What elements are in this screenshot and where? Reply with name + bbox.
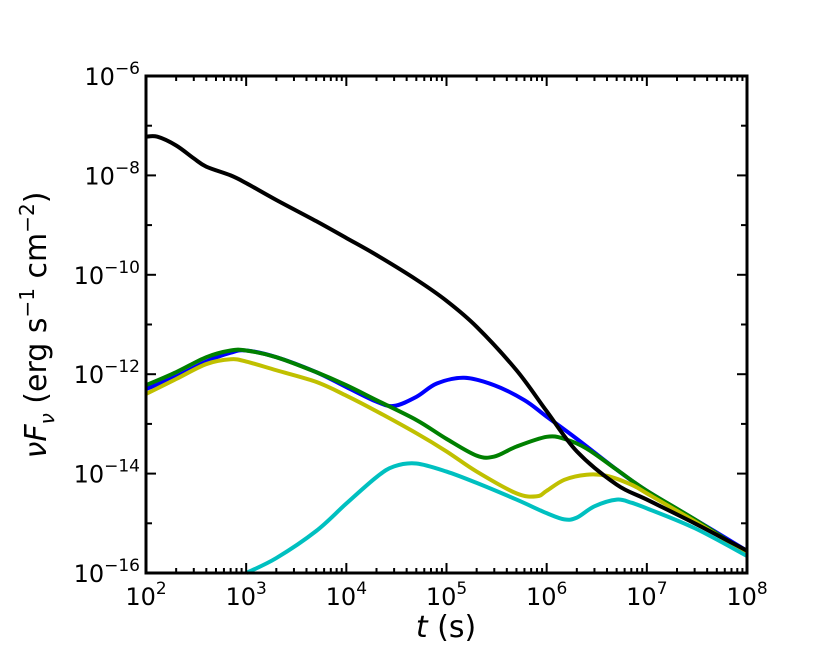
label-layer: 102 103 104 105 106 107 108 10−16 10−14 10−12 10−1… bbox=[74, 59, 768, 611]
series-line-3 bbox=[145, 357, 749, 555]
y-tick-label: 10−12 bbox=[74, 357, 140, 389]
series-line-4 bbox=[245, 461, 748, 575]
y-tick-label: 10−10 bbox=[74, 258, 140, 290]
x-tick-label: 106 bbox=[526, 579, 567, 611]
x-axis-label: t (s) bbox=[416, 610, 476, 645]
y-tick-label: 10−6 bbox=[84, 59, 140, 91]
y-tick-label: 10−14 bbox=[74, 457, 140, 489]
y-tick-label: 10−8 bbox=[84, 158, 140, 190]
series-layer bbox=[145, 134, 749, 575]
series-line-2 bbox=[145, 347, 749, 555]
y-tick-label: 10−16 bbox=[74, 556, 140, 588]
plot-frame bbox=[144, 74, 749, 575]
y-axis-label: νFν (erg s−1 cm−2) bbox=[15, 192, 59, 459]
x-tick-label: 104 bbox=[326, 579, 367, 611]
x-tick-label: 108 bbox=[726, 579, 767, 611]
x-tick-label: 107 bbox=[626, 579, 667, 611]
x-tick-label: 105 bbox=[426, 579, 467, 611]
x-tick-label: 102 bbox=[125, 579, 166, 611]
x-tick-label: 103 bbox=[225, 579, 266, 611]
series-line-5 bbox=[145, 134, 748, 553]
